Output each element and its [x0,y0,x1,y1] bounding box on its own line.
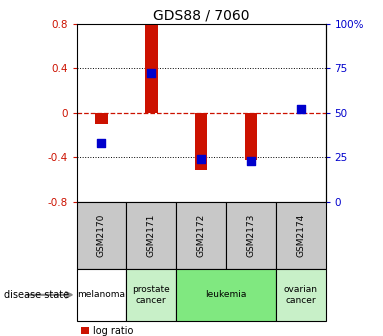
Point [198,156,204,162]
Bar [126,202,176,269]
Point [298,106,304,112]
Bar [77,202,126,269]
Bar [95,113,108,124]
Bar [176,269,276,321]
Bar [226,202,276,269]
Bar [276,202,326,269]
Bar [245,113,257,160]
Text: melanoma: melanoma [77,290,126,299]
Bar [276,269,326,321]
Title: GDS88 / 7060: GDS88 / 7060 [153,8,249,23]
Text: GSM2174: GSM2174 [296,214,305,257]
Point [98,140,105,145]
Bar [77,269,126,321]
Legend: log ratio, percentile rank within the sample: log ratio, percentile rank within the sa… [82,326,258,336]
Text: prostate
cancer: prostate cancer [133,285,170,304]
Text: GSM2172: GSM2172 [196,214,206,257]
Text: GSM2173: GSM2173 [246,213,255,257]
Bar [195,113,207,170]
Point [148,71,154,76]
Bar [145,25,157,113]
Text: ovarian
cancer: ovarian cancer [284,285,318,304]
Text: disease state: disease state [4,290,69,300]
Bar [126,269,176,321]
Text: leukemia: leukemia [205,290,247,299]
Point [248,158,254,163]
Bar [176,202,226,269]
Text: GSM2170: GSM2170 [97,213,106,257]
Text: GSM2171: GSM2171 [147,213,156,257]
